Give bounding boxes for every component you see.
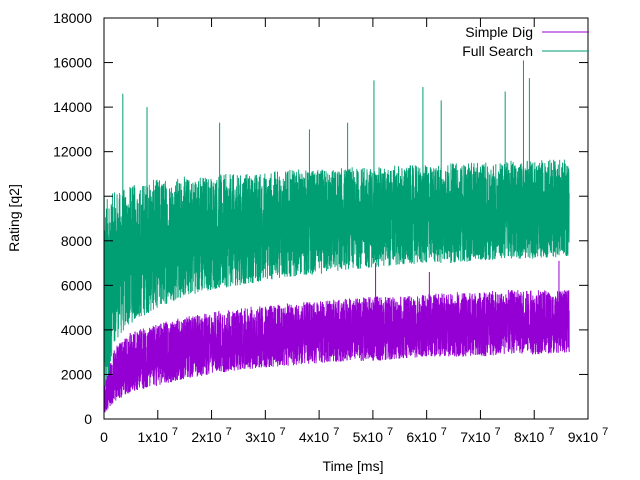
y-tick-label: 6000 [61,277,92,293]
legend-entry: Full Search [462,43,589,59]
series-trace [104,159,570,387]
legend: Simple Dig Full Search [462,24,589,59]
y-axis-label: Rating [q2] [6,184,22,252]
x-tick-label: 7x10 7 [460,426,500,445]
x-tick-label: 9x10 7 [568,426,608,445]
x-tick-label: 5x10 7 [353,426,393,445]
x-tick-label: 3x10 7 [245,426,285,445]
x-tick-label: 2x10 7 [191,426,231,445]
y-tick-label: 2000 [61,366,92,382]
legend-label: Full Search [462,43,533,59]
series-layer [104,60,570,414]
y-tick-label: 12000 [53,144,92,160]
x-tick-label: 4x10 7 [299,426,339,445]
y-tick-label: 16000 [53,55,92,71]
series-trace [104,289,570,414]
y-tick-label: 14000 [53,99,92,115]
legend-entry: Simple Dig [465,24,589,40]
x-tick-label: 6x10 7 [406,426,446,445]
y-tick-label: 18000 [53,10,92,26]
x-tick-label: 1x10 7 [138,426,178,445]
x-axis-label: Time [ms] [323,458,384,474]
series-simple-dig [104,260,570,414]
legend-label: Simple Dig [465,24,533,40]
series-full-search [104,60,570,387]
x-tick-label: 8x10 7 [514,426,554,445]
x-tick-label: 0 [100,429,108,445]
y-tick-label: 10000 [53,188,92,204]
plot-frame [103,17,589,420]
y-tick-label: 8000 [61,233,92,249]
y-tick-label: 4000 [61,322,92,338]
axis-ticks: 0 2000 4000 6000 8000 10000 12000 14000 16000 180… [53,10,608,445]
y-tick-label: 0 [84,411,92,427]
